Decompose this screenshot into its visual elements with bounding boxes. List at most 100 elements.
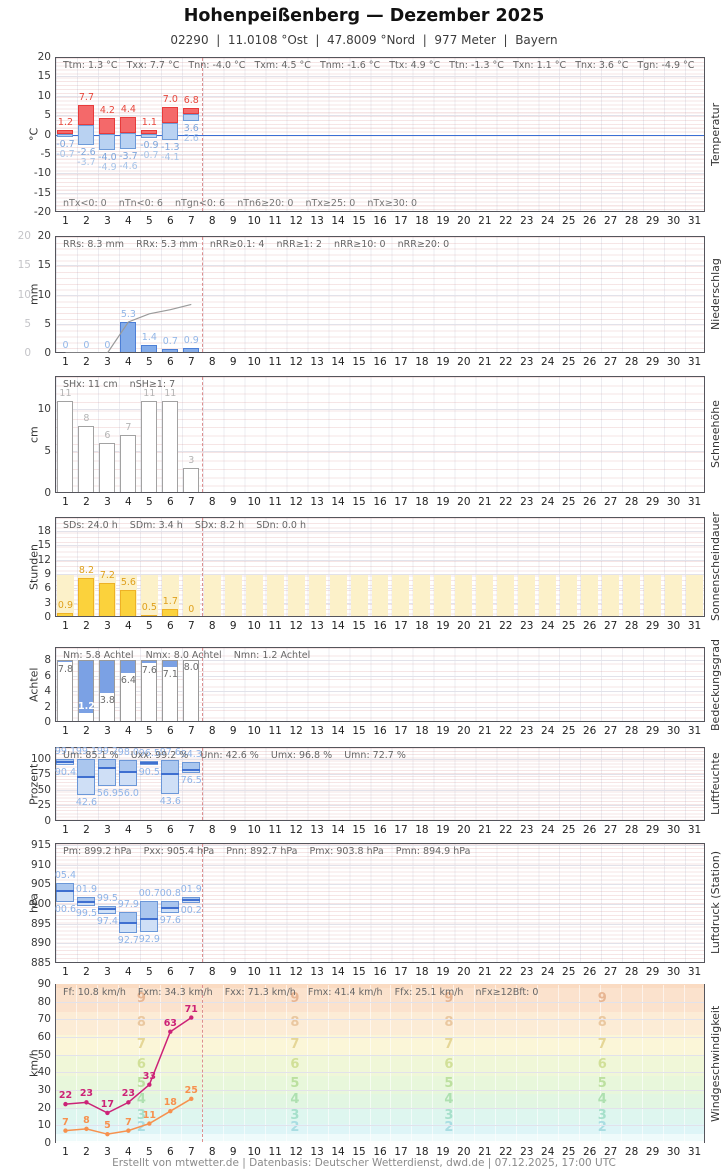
wind-xtick-21: 21: [478, 1146, 492, 1158]
pressure-mean-line-day-2: [77, 900, 96, 903]
sunshine-xtick-12: 12: [289, 620, 303, 632]
sunshine-ytick-6: 6: [44, 582, 51, 595]
pressure-xtick-10: 10: [247, 966, 261, 978]
wind-gust-point-day-6: [168, 1029, 173, 1034]
daylight-band-day-10: [245, 575, 263, 616]
wind-gridline-10: [56, 1125, 704, 1127]
wind-xtick-11: 11: [268, 1146, 282, 1158]
wind-xtick-1: 1: [62, 1146, 69, 1158]
wind-xtick-12: 12: [289, 1146, 303, 1158]
wind-gust-value-day-6: 63: [163, 1017, 177, 1029]
temperature-xtick-13: 13: [310, 215, 324, 227]
temperature-xtick-2: 2: [83, 215, 90, 227]
sunshine-stats: SDs: 24.0 h SDm: 3.4 h SDx: 8.2 h SDn: 0…: [63, 520, 306, 531]
daylight-band-day-8: [203, 575, 221, 616]
precipitation-xtick-23: 23: [520, 356, 534, 368]
sunshine-xtick-20: 20: [457, 620, 471, 632]
cloud-xtick-13: 13: [310, 725, 324, 737]
humidity-max-value-day-4: 98.0: [117, 747, 139, 759]
daylight-band-day-17: [392, 575, 410, 616]
beaufort-band-9: [56, 987, 704, 1013]
humidity-min-value-day-5: 90.5: [138, 766, 160, 778]
temp-min-bar-day-5: [141, 134, 158, 138]
precipitation-xtick-3: 3: [104, 356, 111, 368]
wind-day-gridline: [138, 985, 140, 1142]
snow-value-day-1: 11: [59, 388, 72, 400]
temperature-xtick-5: 5: [146, 215, 153, 227]
wind-day-gridline: [348, 985, 350, 1142]
humidity-gridline-50: [56, 789, 704, 791]
precipitation-ytick-20: 20: [37, 230, 51, 242]
sunshine-xtick-15: 15: [352, 620, 366, 632]
temperature-xtick-21: 21: [478, 215, 492, 227]
cloud-xtick-18: 18: [415, 725, 429, 737]
pressure-gridline-890: [56, 943, 704, 945]
temp-max-bar-day-3: [99, 118, 116, 135]
wind-xtick-13: 13: [310, 1146, 324, 1158]
beaufort-band-7: [56, 1035, 704, 1057]
cloud-value-day-5: 7.6: [141, 665, 157, 677]
sun-value-day-3: 7.2: [99, 569, 115, 581]
cloud-xtick-23: 23: [520, 725, 534, 737]
precip-cumulative-line: [65, 303, 192, 353]
temperature-xtick-6: 6: [166, 215, 174, 227]
humidity-xtick-7: 7: [187, 824, 195, 836]
beaufort-band-2: [56, 1123, 704, 1135]
daylight-band-day-9: [224, 575, 242, 616]
wind-gust-value-day-2: 23: [79, 1088, 94, 1100]
humidity-xtick-30: 30: [666, 824, 681, 836]
pressure-max-value-day-4: 97.9: [117, 899, 139, 911]
temp-ground-value-day-2: -3.7: [77, 156, 96, 168]
wind-gridline-50: [56, 1054, 704, 1056]
precipitation-xtick-25: 25: [562, 356, 576, 368]
sun-value-day-7: 0: [188, 604, 195, 615]
snow-xtick-31: 31: [687, 496, 702, 508]
wind-xtick-3: 3: [104, 1146, 111, 1158]
temp-ground-value-day-3: -4.9: [98, 162, 117, 173]
beaufort-band-number-4-0: 4: [136, 1092, 146, 1108]
cloud-frame-bar-day-5: [141, 660, 158, 721]
wind-mean-point-day-3: [105, 1131, 110, 1137]
wind-gridline-20: [56, 1107, 704, 1109]
cloud-gridline-8: [56, 660, 704, 662]
precipitation-xtick-11: 11: [268, 356, 282, 368]
sun-value-day-4: 5.6: [120, 577, 136, 589]
wind-mean-point-day-4: [126, 1128, 131, 1133]
sunshine-xtick-1: 1: [62, 620, 69, 632]
beaufort-band-number-4-3: 4: [597, 1092, 607, 1108]
precipitation-xtick-26: 26: [582, 356, 597, 368]
precipitation-gridline-5: [56, 323, 704, 325]
sunshine-xtick-14: 14: [331, 620, 345, 632]
wind-day-gridline: [96, 985, 98, 1142]
wind-gust-point-day-4: [126, 1100, 131, 1105]
cloud-xtick-8: 8: [208, 725, 216, 737]
sunshine-gridline-15: [56, 545, 704, 547]
humidity-xtick-22: 22: [499, 824, 513, 836]
wind-ytick-40: 40: [37, 1066, 51, 1079]
cloud-xtick-9: 9: [229, 725, 237, 737]
precipitation-xtick-9: 9: [229, 356, 237, 368]
humidity-xtick-10: 10: [247, 824, 261, 836]
wind-xtick-16: 16: [373, 1146, 387, 1158]
snow-xtick-12: 12: [289, 496, 303, 508]
sunshine-xtick-25: 25: [562, 620, 576, 632]
pressure-lower-bar-day-5: [140, 918, 159, 932]
pressure-xtick-20: 20: [457, 966, 471, 978]
sunshine-xtick-11: 11: [268, 620, 282, 632]
humidity-lower-bar-day-1: [56, 761, 75, 765]
temperature-xtick-23: 23: [520, 215, 534, 227]
sunshine-xtick-29: 29: [645, 620, 660, 632]
temperature-xtick-24: 24: [541, 215, 555, 227]
wind-xtick-26: 26: [582, 1146, 597, 1158]
cloud-ytick-8: 8: [44, 654, 51, 667]
sunshine-xtick-7: 7: [187, 620, 195, 632]
humidity-min-value-day-6: 43.6: [159, 795, 181, 807]
cloud-xtick-21: 21: [478, 725, 492, 737]
sunshine-xtick-24: 24: [541, 620, 555, 632]
snow-bar-day-4: [120, 434, 137, 492]
temperature-xtick-27: 27: [603, 215, 618, 227]
snow-ytick-5: 5: [44, 445, 51, 458]
humidity-upper-bar-day-6: [161, 760, 180, 775]
cloud-ytick-6: 6: [44, 669, 51, 682]
pressure-xtick-24: 24: [541, 966, 555, 978]
